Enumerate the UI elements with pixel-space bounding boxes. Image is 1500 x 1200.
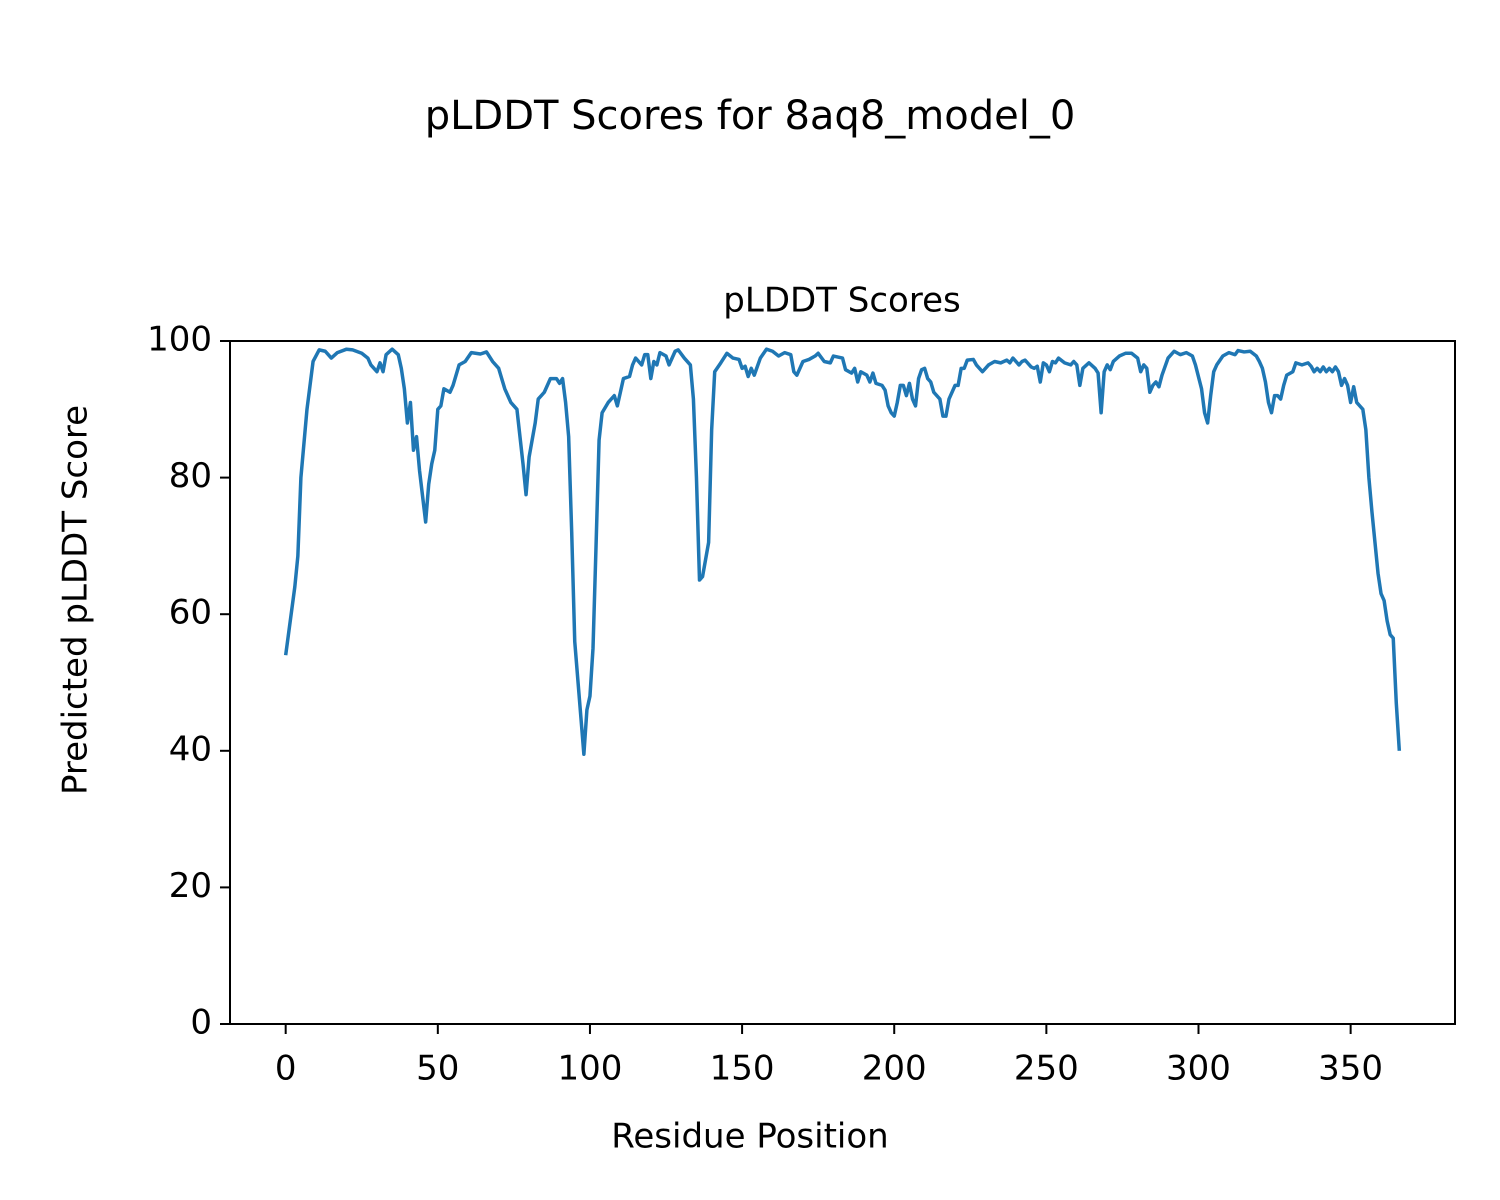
y-axis-label: Predicted pLDDT Score [56,405,96,795]
x-tick-label: 300 [1166,1049,1231,1089]
x-tick-label: 150 [710,1049,775,1089]
x-axis-label: Residue Position [611,1117,888,1157]
axes-frame [229,340,1456,1025]
y-tick-label: 80 [169,456,212,496]
y-tick-label: 40 [169,729,212,769]
chart-title: pLDDT Scores for 8aq8_model_0 [425,93,1076,139]
x-tick-label: 0 [275,1049,297,1089]
x-tick-label: 250 [1014,1049,1079,1089]
plot-area: 0 50 100 150 200 250 300 350 0 20 40 60 80 100 [147,320,1402,1089]
x-tick-label: 50 [416,1049,459,1089]
x-tick-label: 200 [862,1049,927,1089]
data-line [283,347,1402,756]
axes-title: pLDDT Scores [723,281,960,321]
y-tick-label: 20 [169,866,212,906]
y-tick-label: 0 [190,1003,212,1043]
y-tick-label: 100 [147,320,212,360]
y-tick-label: 60 [169,593,212,633]
x-tick-label: 100 [558,1049,623,1089]
x-tick-label: 350 [1318,1049,1383,1089]
